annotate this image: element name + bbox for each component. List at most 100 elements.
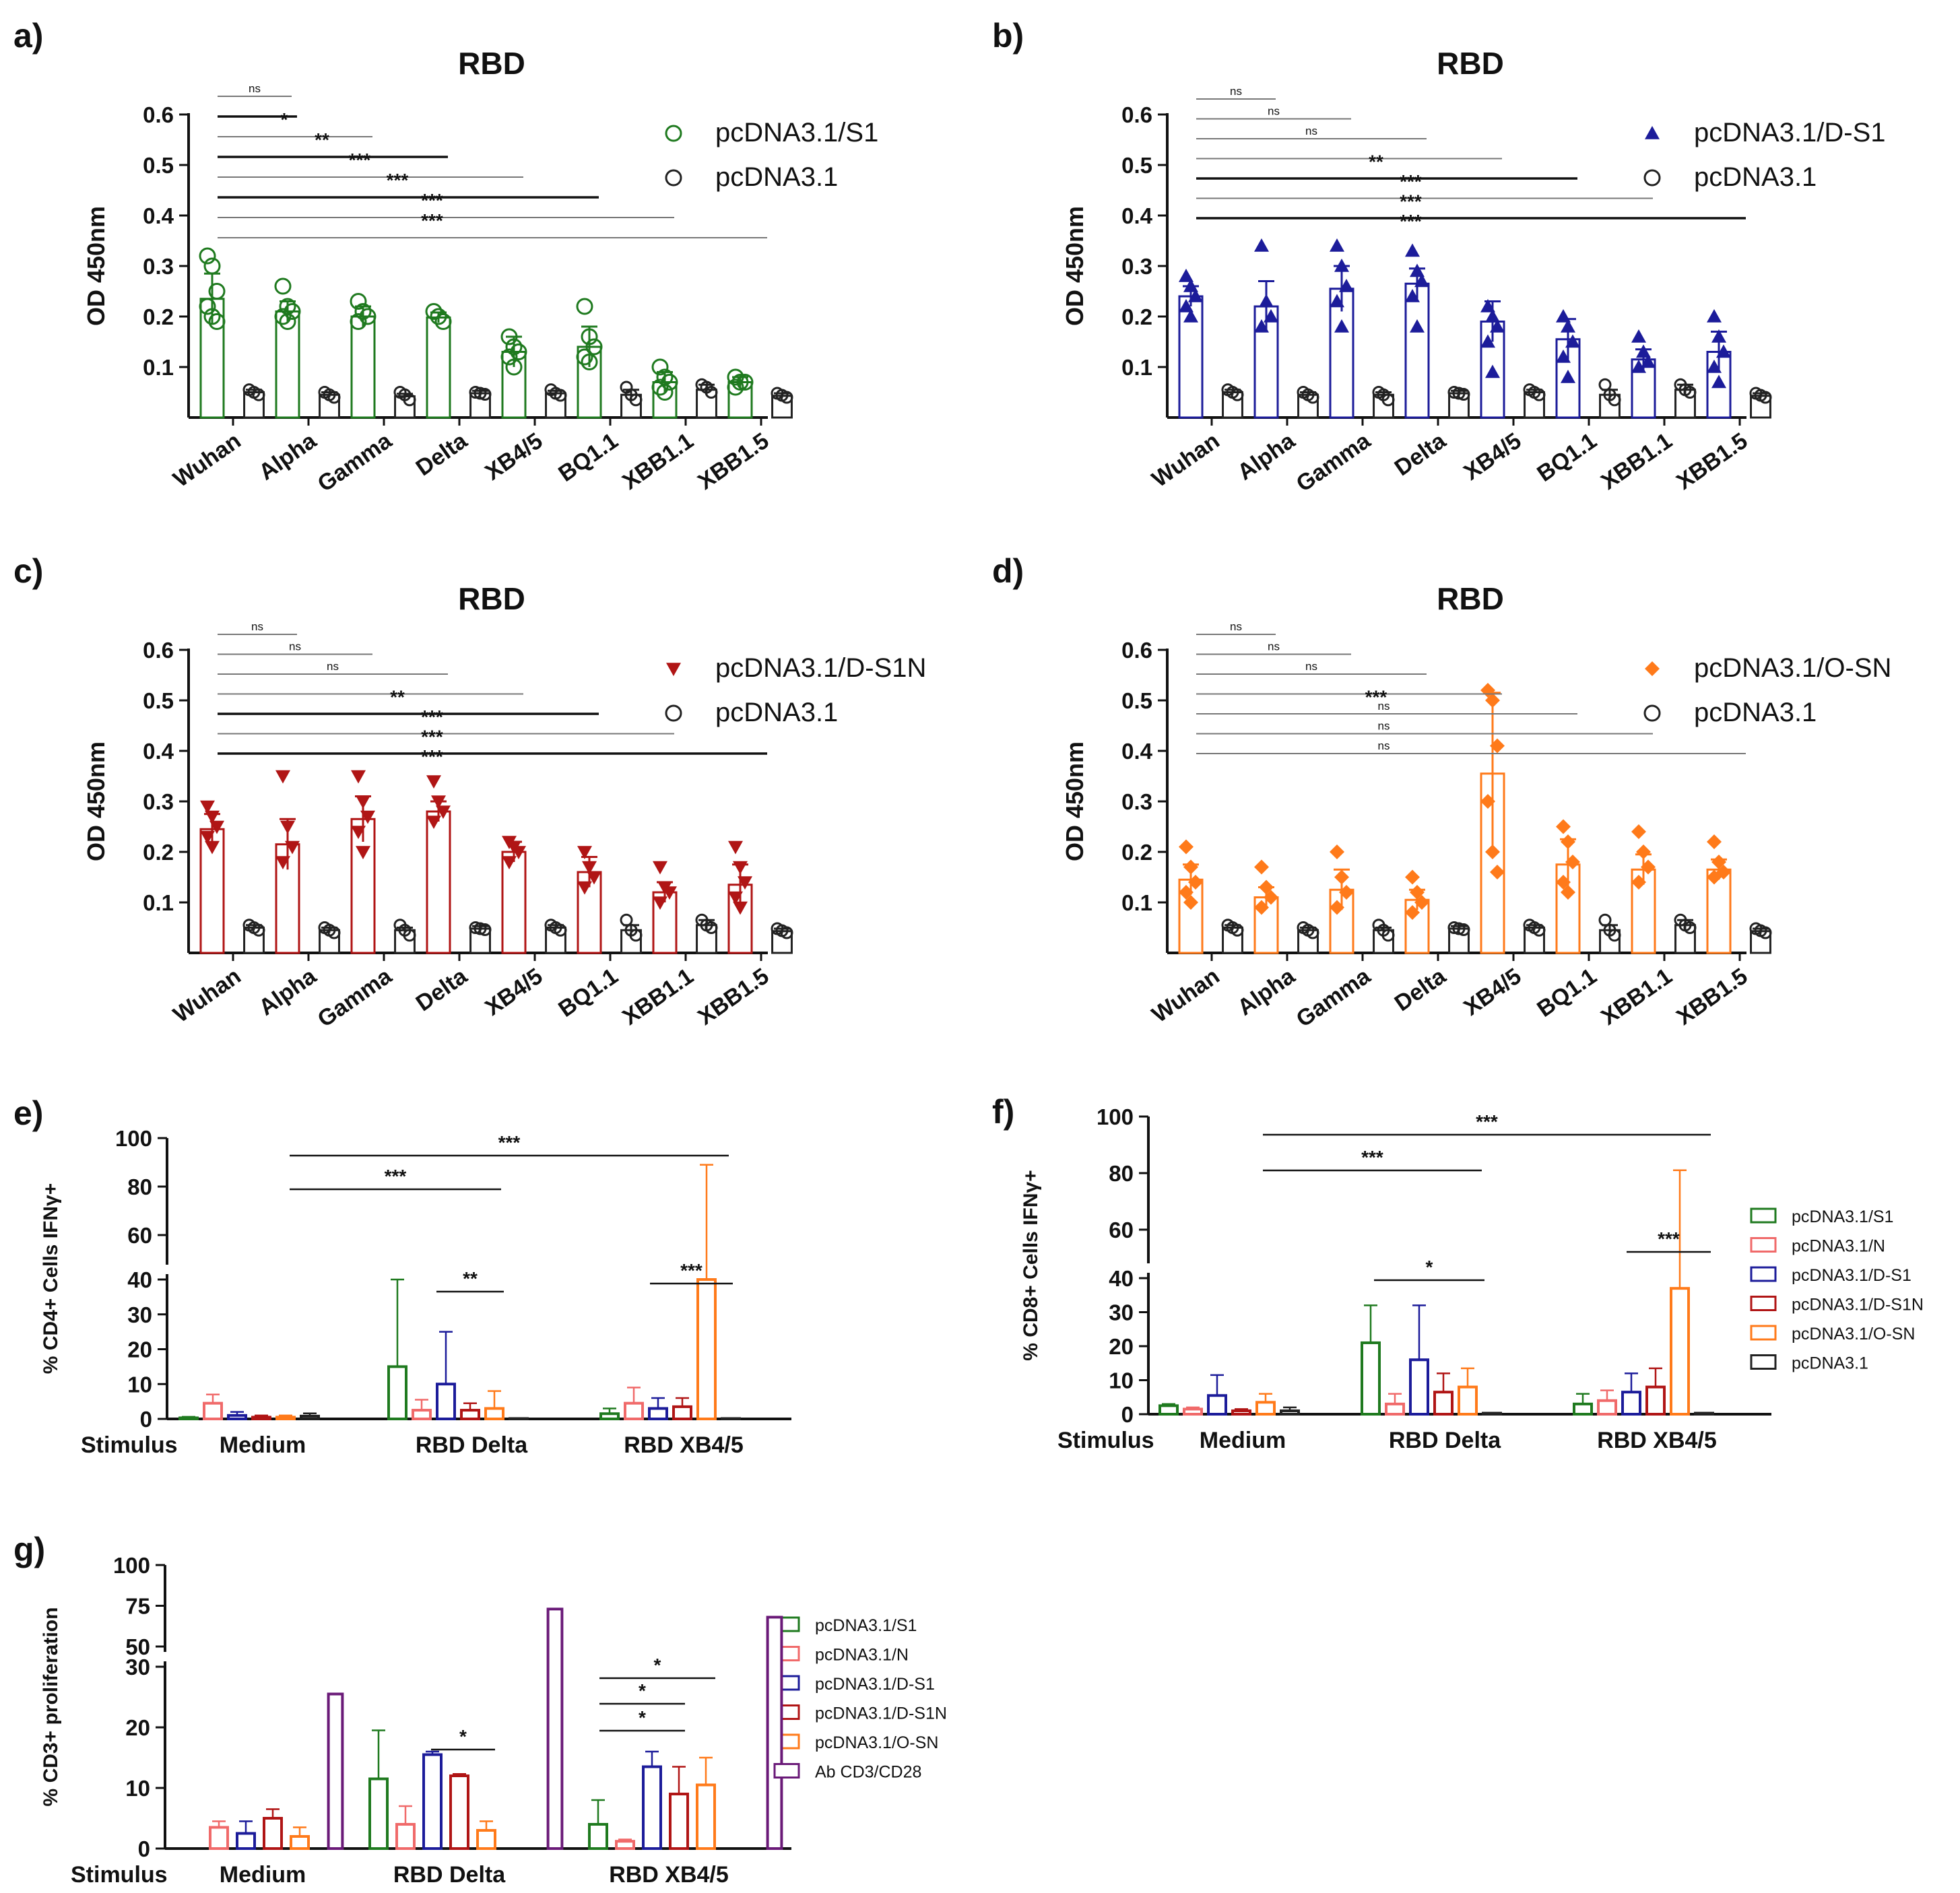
legend-label: pcDNA3.1/N [1792, 1237, 1885, 1256]
data-point [1608, 929, 1621, 942]
significance-label: ** [390, 687, 405, 708]
data-point [473, 387, 487, 400]
x-tick-label: XB4/5 [480, 963, 547, 1020]
legend-label: pcDNA3.1 [715, 162, 838, 192]
data-point [478, 923, 492, 936]
y-tick-label: 75 [125, 1594, 150, 1619]
data-point [705, 921, 718, 934]
legend-label: pcDNA3.1/S1 [715, 118, 878, 147]
y-tick-label: 30 [125, 1655, 150, 1680]
x-tick-label: Gamma [1292, 963, 1376, 1032]
group-label: Medium [220, 1432, 306, 1458]
significance-label: *** [1658, 1228, 1680, 1249]
data-point [403, 929, 416, 942]
significance-label: *** [421, 746, 443, 767]
bar [395, 1823, 416, 1850]
group-label: RBD Delta [393, 1862, 506, 1888]
bar [1706, 868, 1732, 954]
x-tick-label: Wuhan [168, 428, 245, 492]
bar [275, 310, 300, 419]
data-point [629, 929, 643, 942]
data-point [351, 826, 366, 839]
data-point [577, 846, 592, 859]
significance-label: ** [1369, 152, 1383, 172]
data-point [1561, 885, 1575, 900]
data-point [434, 313, 452, 330]
data-point [1410, 319, 1425, 333]
data-point [1330, 844, 1344, 859]
data-point [1330, 900, 1344, 915]
legend-label: Ab CD3/CD28 [815, 1763, 921, 1782]
data-point [478, 388, 492, 401]
x-tick-label: BQ1.1 [1532, 963, 1601, 1022]
data-point [1485, 844, 1500, 859]
data-point [1643, 169, 1661, 187]
panel-label: f) [992, 1093, 1014, 1131]
bar [460, 1409, 480, 1420]
data-point [473, 922, 487, 935]
legend-swatch [1750, 1325, 1777, 1341]
data-point [1636, 344, 1651, 358]
data-point [733, 901, 748, 915]
legend-label: pcDNA3.1/D-S1N [815, 1704, 947, 1723]
data-point [1485, 693, 1500, 708]
bar [290, 1835, 310, 1850]
data-point [780, 926, 793, 939]
bar [1458, 1385, 1478, 1416]
x-tick-label: XBB1.5 [693, 963, 773, 1030]
y-tick-label: 10 [125, 1776, 150, 1801]
bar [275, 1416, 296, 1421]
data-point [1683, 921, 1697, 934]
bar [1645, 1385, 1666, 1416]
data-point [275, 770, 290, 784]
x-tick-label: Alpha [254, 428, 321, 486]
legend-label: pcDNA3.1/D-S1 [1694, 118, 1886, 147]
chart-title: RBD [458, 581, 525, 616]
data-point [356, 846, 370, 859]
panel-c: c) RBD 0.1 0.2 0.3 0.4 0.5 0.6 OD 450nm Wuhan Alph… [13, 552, 926, 1032]
bar [1280, 1409, 1300, 1416]
legend-label: pcDNA3.1/O-SN [1792, 1325, 1915, 1343]
y-tick-label: 0.2 [1121, 304, 1152, 329]
y-tick-label: 20 [1109, 1334, 1134, 1359]
bar [545, 392, 566, 419]
bar [1409, 1358, 1429, 1416]
data-point [1707, 869, 1722, 885]
data-point [665, 169, 682, 187]
bar [1482, 1412, 1502, 1416]
significance-label: * [281, 109, 288, 130]
data-point [1381, 393, 1395, 407]
data-point [1381, 929, 1395, 942]
data-point [1254, 900, 1269, 915]
stimulus-label: Stimulus [81, 1432, 178, 1458]
bar [1207, 1394, 1227, 1416]
data-point [1410, 263, 1425, 277]
bar [546, 1607, 564, 1851]
data-point [577, 881, 592, 895]
chart-title: RBD [1437, 46, 1504, 81]
data-point [430, 308, 447, 325]
data-point [208, 313, 226, 330]
data-point [203, 308, 221, 325]
y-tick-label: 80 [1109, 1161, 1134, 1186]
significance-label: ns [1230, 85, 1242, 98]
y-tick-label: 0.4 [1121, 203, 1153, 228]
bar [696, 389, 717, 419]
x-tick-label: XBB1.1 [1596, 963, 1676, 1030]
y-tick-label: 60 [127, 1223, 152, 1248]
x-tick-label: Wuhan [168, 963, 245, 1028]
significance-label: * [654, 1655, 661, 1675]
data-point [1339, 885, 1354, 900]
data-point [1485, 309, 1500, 323]
significance-label: *** [421, 210, 443, 231]
data-point [403, 393, 416, 407]
y-axis-label: % CD3+ proliferation [40, 1607, 62, 1807]
x-tick-label: XBB1.5 [1672, 428, 1752, 494]
x-tick-label: BQ1.1 [1532, 428, 1601, 486]
y-tick-label: 0.6 [143, 102, 174, 127]
y-tick-label: 0.5 [143, 153, 174, 178]
bar [1255, 1401, 1276, 1416]
significance-label: *** [1400, 171, 1422, 192]
y-tick-label: 0.6 [1121, 102, 1152, 127]
y-tick-label: 0.3 [1121, 789, 1152, 814]
